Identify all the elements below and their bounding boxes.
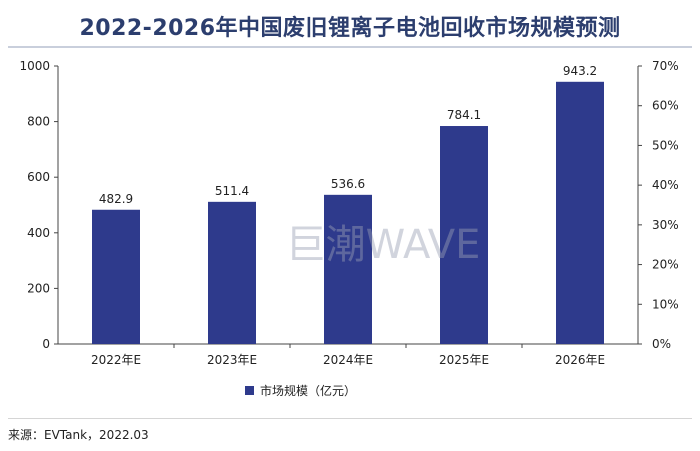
x-tick-label-2: 2023年E (207, 353, 257, 367)
bar-5 (556, 81, 604, 344)
y2-tick-label: 70% (652, 59, 679, 73)
chart-area: 0 200 400 600 800 1000 0% 10% 20% 30% 40% 50% 60% 70%… (0, 48, 700, 418)
bar-2 (208, 201, 256, 344)
source-note: 来源：EVTank，2022.03 (8, 428, 149, 442)
legend-label: 市场规模（亿元） (260, 383, 356, 398)
y-tick-label: 200 (27, 281, 50, 295)
x-tick-label-4: 2025年E (439, 353, 489, 367)
y-tick-label: 800 (27, 115, 50, 129)
y2-tick-label: 20% (652, 258, 679, 272)
y-tick-label: 400 (27, 226, 50, 240)
legend-swatch (245, 386, 254, 395)
bar-chart: 0 200 400 600 800 1000 0% 10% 20% 30% 40% 50% 60% 70%… (19, 59, 679, 398)
y2-tick-label: 50% (652, 138, 679, 152)
bar-4 (440, 126, 488, 344)
y2-tick-label: 10% (652, 297, 679, 311)
bar-1 (92, 209, 140, 344)
chart-title: 2022-2026年中国废旧锂离子电池回收市场规模预测 (79, 16, 621, 41)
data-label-2: 511.4 (215, 184, 249, 198)
y-tick-label: 1000 (19, 59, 50, 73)
y2-tick-label: 0% (652, 337, 671, 351)
data-label-5: 943.2 (563, 64, 597, 78)
title-divider (8, 46, 692, 48)
x-tick-label-5: 2026年E (555, 353, 605, 367)
data-label-4: 784.1 (447, 108, 481, 122)
data-label-3: 536.6 (331, 177, 365, 191)
footer-divider (8, 418, 692, 419)
x-tick-label-3: 2024年E (323, 353, 373, 367)
y2-tick-label: 40% (652, 178, 679, 192)
y-tick-label: 600 (27, 170, 50, 184)
y-tick-label: 0 (42, 337, 50, 351)
data-label-1: 482.9 (99, 192, 133, 206)
y2-tick-label: 60% (652, 99, 679, 113)
y2-tick-label: 30% (652, 218, 679, 232)
x-tick-label-1: 2022年E (91, 353, 141, 367)
bar-3 (324, 194, 372, 344)
watermark-text: 巨潮WAVE (286, 222, 481, 268)
